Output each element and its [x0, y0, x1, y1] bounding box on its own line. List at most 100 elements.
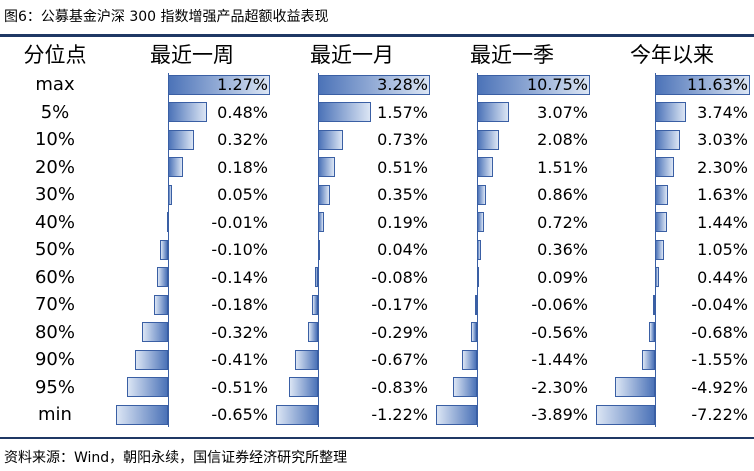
value-quarter: 0.86%	[537, 185, 588, 204]
bar-axis-week	[168, 73, 170, 427]
value-week: 0.18%	[217, 157, 268, 177]
data-bar-week	[168, 157, 183, 178]
value-week: 0.05%	[217, 185, 268, 204]
header-quarter: 最近一季	[470, 43, 554, 67]
value-month: -1.22%	[371, 405, 428, 424]
row-label: 50%	[34, 239, 75, 260]
value-ytd: -7.22%	[691, 405, 748, 424]
value-quarter: 3.07%	[537, 102, 588, 122]
header-percentile: 分位点	[23, 43, 87, 67]
value-ytd: 1.63%	[697, 185, 748, 204]
value-week: -0.41%	[211, 350, 268, 369]
value-month: -0.08%	[371, 267, 428, 287]
header-ytd: 今年以来	[630, 43, 714, 67]
data-bar-ytd	[654, 102, 686, 123]
data-bar-ytd	[654, 184, 669, 205]
value-week: 1.27%	[217, 75, 268, 94]
value-quarter: -0.06%	[531, 295, 588, 314]
value-quarter: -1.44%	[531, 350, 588, 369]
data-bar-ytd	[654, 74, 750, 95]
value-ytd: 3.74%	[697, 102, 748, 122]
data-bar-quarter	[476, 239, 481, 260]
data-bar-quarter	[476, 267, 479, 288]
value-month: 0.19%	[377, 212, 428, 232]
value-month: -0.67%	[371, 350, 428, 369]
data-bar-quarter	[475, 294, 478, 315]
data-bar-week	[156, 267, 169, 288]
value-month: 0.73%	[377, 130, 428, 149]
value-quarter: 1.51%	[537, 157, 588, 177]
value-month: -0.17%	[371, 295, 428, 314]
top-rule	[0, 34, 754, 37]
row-label: 95%	[34, 376, 75, 398]
data-bar-month	[317, 239, 320, 260]
data-bar-week	[168, 129, 194, 150]
row-label: max	[35, 74, 75, 95]
row-label: 80%	[34, 321, 75, 343]
value-quarter: 0.09%	[537, 267, 588, 287]
data-bar-month	[294, 349, 318, 370]
value-month: 3.28%	[377, 75, 428, 94]
value-ytd: 1.05%	[697, 240, 748, 259]
data-bar-ytd	[654, 239, 664, 260]
data-bar-week	[153, 294, 169, 315]
data-bar-week	[116, 404, 169, 425]
data-bar-quarter	[476, 129, 499, 150]
data-bar-week	[166, 212, 169, 233]
value-ytd: 1.44%	[697, 212, 748, 232]
data-bar-quarter	[476, 184, 486, 205]
data-bar-quarter	[476, 212, 485, 233]
value-ytd: -4.92%	[691, 377, 748, 397]
data-bar-week	[168, 184, 173, 205]
row-label: 90%	[34, 349, 75, 370]
data-bar-month	[317, 212, 325, 233]
data-bar-ytd	[653, 294, 656, 315]
value-ytd: -0.68%	[691, 322, 748, 342]
value-ytd: -0.04%	[691, 295, 748, 314]
data-bar-quarter	[461, 349, 477, 370]
excess-return-table: 分位点 最近一周 最近一月 最近一季 今年以来 max 5% 10% 20% 30% 40…	[0, 40, 754, 430]
data-bar-ytd	[614, 377, 655, 398]
row-label: 5%	[40, 101, 70, 123]
row-label: 70%	[34, 294, 75, 315]
value-month: -0.29%	[371, 322, 428, 342]
value-quarter: 10.75%	[526, 75, 588, 94]
data-bar-week	[127, 377, 169, 398]
value-week: 0.48%	[217, 102, 268, 122]
data-bar-month	[317, 129, 343, 150]
data-bar-quarter	[471, 322, 477, 343]
value-month: 1.57%	[377, 102, 428, 122]
row-label: 10%	[34, 129, 75, 150]
value-ytd: 2.30%	[697, 157, 748, 177]
data-bar-week	[160, 239, 169, 260]
value-month: -0.83%	[371, 377, 428, 397]
data-bar-quarter	[452, 377, 477, 398]
figure-title: 图6：公募基金沪深 300 指数增强产品超额收益表现	[4, 9, 329, 25]
data-bar-month	[307, 322, 318, 343]
value-week: -0.32%	[211, 322, 268, 342]
row-label: 60%	[34, 266, 75, 288]
value-ytd: -1.55%	[691, 350, 748, 369]
value-ytd: 0.44%	[697, 267, 748, 287]
data-bar-quarter	[476, 74, 590, 95]
value-week: -0.18%	[211, 295, 268, 314]
data-bar-month	[317, 102, 372, 123]
data-bar-month	[311, 294, 318, 315]
data-bar-week	[135, 349, 169, 370]
data-bar-ytd	[654, 157, 674, 178]
value-ytd: 11.63%	[686, 75, 748, 94]
data-bar-month	[315, 267, 318, 288]
data-bar-month	[317, 74, 430, 95]
value-week: -0.01%	[211, 212, 268, 232]
data-bar-ytd	[654, 129, 680, 150]
data-bar-quarter	[476, 157, 493, 178]
source-note: 资料来源：Wind，朝阳永续，国信证券经济研究所整理	[4, 450, 348, 466]
data-bar-ytd	[642, 349, 655, 370]
row-label: 30%	[34, 184, 75, 205]
value-ytd: 3.03%	[697, 130, 748, 149]
data-bar-quarter	[436, 404, 477, 425]
value-month: 0.35%	[377, 185, 428, 204]
row-label: min	[38, 404, 72, 425]
data-bar-ytd	[654, 267, 659, 288]
value-week: 0.32%	[217, 130, 268, 149]
